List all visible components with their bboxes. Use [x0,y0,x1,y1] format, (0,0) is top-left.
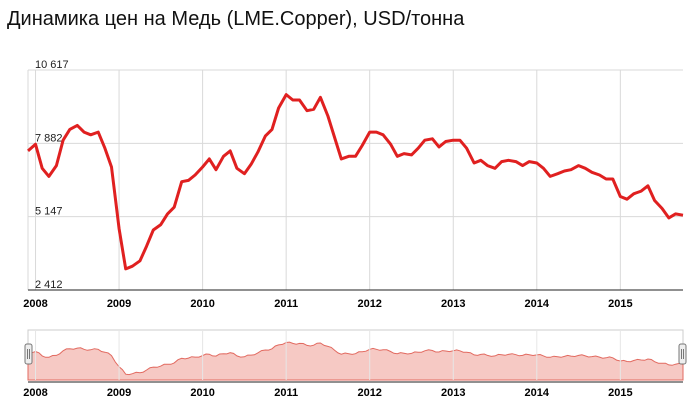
navigator-x-tick-label: 2014 [525,387,550,399]
navigator-x-axis-ticks: 2008 2009 2010 2011 2012 2013 2014 2015 [23,387,632,399]
x-tick-label: 2014 [525,298,550,310]
x-tick-label: 2011 [274,298,298,310]
navigator-x-tick-label: 2009 [107,387,131,399]
x-tick-label: 2009 [107,298,131,310]
y-tick-label: 2 412 [35,279,63,291]
navigator-x-tick-label: 2008 [23,387,47,399]
navigator-grid [35,330,621,380]
y-tick-label: 10 617 [35,59,69,71]
y-tick-label: 5 147 [35,206,63,218]
y-tick-label: 7 882 [35,132,63,144]
x-tick-label: 2012 [357,298,381,310]
x-tick-label: 2015 [608,298,632,310]
navigator-x-tick-label: 2012 [357,387,381,399]
x-tick-label: 2008 [23,298,47,310]
x-axis-ticks: 2008 2009 2010 2011 2012 2013 2014 2015 [23,298,632,310]
navigator-x-tick-label: 2010 [190,387,214,399]
navigator[interactable] [24,329,687,381]
navigator-area [27,341,684,381]
x-tick-label: 2010 [190,298,214,310]
navigator-x-tick-label: 2015 [608,387,632,399]
y-axis-ticks: 10 617 7 882 5 147 2 412 [35,59,69,291]
chart-title: Динамика цен на Медь (LME.Copper), USD/т… [7,8,465,30]
navigator-left-handle[interactable] [24,343,33,365]
main-grid [27,69,683,291]
navigator-right-handle[interactable] [678,343,687,365]
navigator-x-tick-label: 2013 [441,387,465,399]
x-tick-label: 2013 [441,298,465,310]
copper-price-line [27,93,684,271]
navigator-x-tick-label: 2011 [274,387,298,399]
